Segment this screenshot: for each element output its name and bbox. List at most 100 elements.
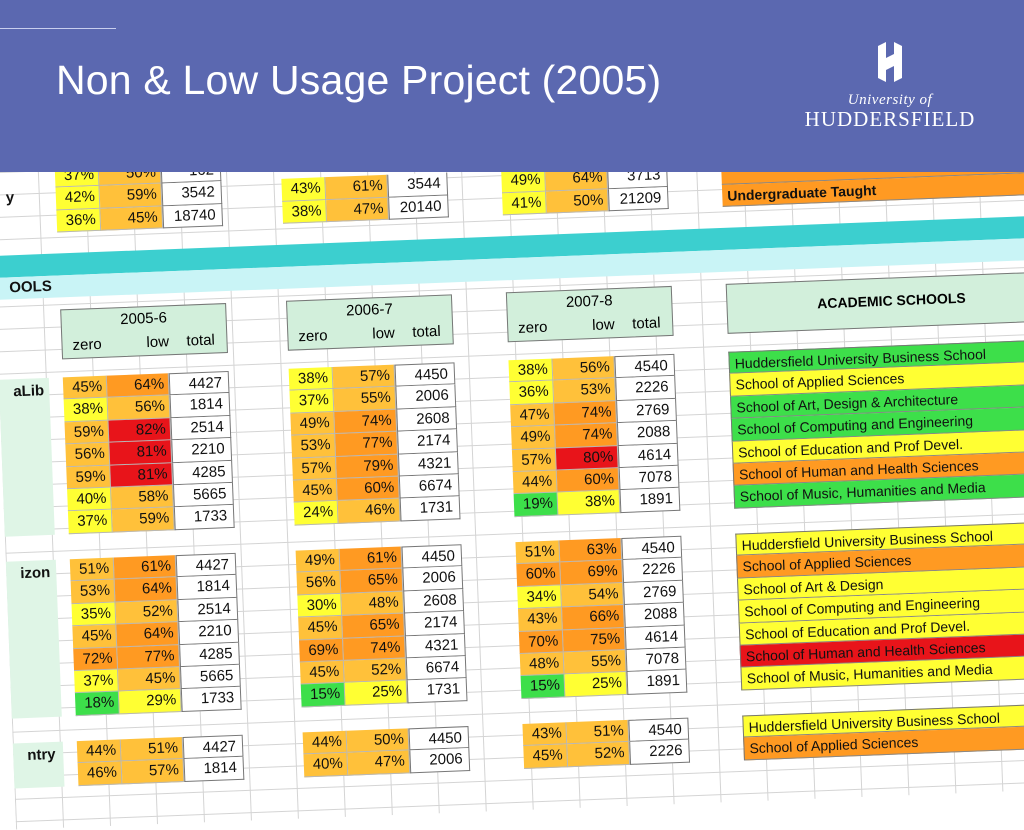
zero-percent-cell: 34% xyxy=(517,585,562,610)
zero-percent-cell: 45% xyxy=(523,744,569,769)
total-cell: 2174 xyxy=(397,429,458,455)
zero-percent-cell: 37% xyxy=(67,509,113,535)
header-rule xyxy=(0,28,116,29)
zero-percent-cell: 43% xyxy=(518,607,563,632)
total-cell: 4285 xyxy=(172,460,233,486)
slide-header: Non & Low Usage Project (2005) Universit… xyxy=(0,0,1024,172)
zero-percent-cell: 44% xyxy=(512,470,558,495)
zero-percent-cell: 53% xyxy=(291,434,337,459)
zero-percent-cell: 45% xyxy=(299,660,345,685)
low-percent-cell: 61% xyxy=(113,555,177,580)
total-cell: 4540 xyxy=(621,535,683,561)
zero-percent-cell: 46% xyxy=(77,761,123,786)
low-percent-cell: 64% xyxy=(116,622,180,648)
total-cell: 1731 xyxy=(406,678,468,704)
low-percent-cell: 61% xyxy=(339,546,403,572)
low-percent-cell: 82% xyxy=(108,418,172,443)
total-cell: 1891 xyxy=(619,488,681,513)
zero-percent-cell: 44% xyxy=(76,739,122,764)
low-col-header: low xyxy=(372,324,396,343)
total-cell: 4614 xyxy=(624,625,686,650)
zero-percent-cell: 30% xyxy=(297,593,343,618)
total-cell: 1731 xyxy=(399,496,461,522)
low-col-header: low xyxy=(591,316,616,335)
total-cell: 4427 xyxy=(182,734,244,760)
total-cell: 2226 xyxy=(622,558,684,583)
total-cell: 1733 xyxy=(180,687,242,712)
low-col-header: low xyxy=(146,333,170,352)
total-cell: 2514 xyxy=(170,415,232,441)
low-percent-cell: 52% xyxy=(343,658,407,684)
low-percent-cell: 47% xyxy=(347,750,411,776)
zero-percent-cell: 44% xyxy=(302,730,348,755)
percent-cell: 61% xyxy=(325,175,389,200)
low-percent-cell: 65% xyxy=(342,613,405,639)
zero-percent-cell: 19% xyxy=(513,492,559,517)
low-percent-cell: 74% xyxy=(554,400,617,426)
section-label: OOLS xyxy=(8,277,53,297)
low-percent-cell: 81% xyxy=(110,462,174,488)
total-cell: 4450 xyxy=(394,362,456,388)
low-percent-cell: 77% xyxy=(117,644,180,670)
total-cell: 7078 xyxy=(625,647,687,673)
low-percent-cell: 52% xyxy=(567,742,631,768)
zero-percent-cell: 48% xyxy=(519,652,565,677)
zero-percent-cell: 18% xyxy=(74,691,120,716)
total-cell: 4427 xyxy=(168,371,230,396)
total-cell: 4321 xyxy=(404,633,466,659)
low-percent-cell: 64% xyxy=(114,577,178,603)
low-percent-cell: 51% xyxy=(566,719,630,745)
zero-percent-cell: 59% xyxy=(64,420,110,445)
zero-percent-cell: 45% xyxy=(62,375,108,400)
zero-percent-cell: 49% xyxy=(511,425,556,450)
zero-col-header: zero xyxy=(517,318,548,337)
row-label: y xyxy=(5,189,15,207)
low-percent-cell: 60% xyxy=(336,476,400,502)
total-cell: 2514 xyxy=(177,597,239,623)
zero-percent-cell: 51% xyxy=(515,540,561,565)
total-cell: 2608 xyxy=(396,407,458,432)
low-percent-cell: 74% xyxy=(343,636,406,661)
zero-percent-cell: 36% xyxy=(509,380,555,406)
year-header-2007-8: 2007-8 zero low total xyxy=(505,285,674,343)
academic-schools-title: ACADEMIC SCHOOLS xyxy=(816,289,966,312)
total-cell: 2210 xyxy=(171,438,233,463)
university-logo: University of HUDDERSFIELD xyxy=(800,38,980,132)
low-percent-cell: 38% xyxy=(557,490,621,516)
total-cell: 4450 xyxy=(401,544,463,569)
low-percent-cell: 65% xyxy=(340,568,404,594)
total-cell: 20140 xyxy=(388,195,449,220)
low-percent-cell: 54% xyxy=(561,582,624,608)
total-cell: 4285 xyxy=(179,642,240,668)
total-col-header: total xyxy=(186,331,216,350)
low-percent-cell: 66% xyxy=(561,605,625,630)
total-cell: 1891 xyxy=(626,670,688,695)
total-cell: 2608 xyxy=(403,588,465,614)
zero-percent-cell: 51% xyxy=(69,557,115,582)
low-percent-cell: 63% xyxy=(559,538,623,563)
low-percent-cell: 56% xyxy=(107,395,171,421)
low-percent-cell: 64% xyxy=(106,373,170,399)
total-cell: 4614 xyxy=(617,443,679,469)
low-percent-cell: 75% xyxy=(562,627,626,653)
total-cell: 1814 xyxy=(183,757,245,782)
total-cell: 2210 xyxy=(178,620,240,645)
low-percent-cell: 51% xyxy=(120,737,184,762)
total-cell: 4540 xyxy=(628,717,690,743)
zero-percent-cell: 15% xyxy=(300,683,346,708)
total-cell: 2769 xyxy=(616,398,677,424)
zero-percent-cell: 49% xyxy=(290,411,336,436)
zero-percent-cell: 60% xyxy=(516,562,562,587)
zero-percent-cell: 49% xyxy=(295,548,341,573)
low-percent-cell: 80% xyxy=(555,445,619,471)
total-cell: 2769 xyxy=(623,580,684,606)
low-percent-cell: 46% xyxy=(337,498,401,524)
total-cell: 2006 xyxy=(402,566,464,592)
total-cell: 5665 xyxy=(179,664,241,690)
low-percent-cell: 58% xyxy=(111,485,174,510)
low-percent-cell: 60% xyxy=(556,468,620,493)
zero-percent-cell: 15% xyxy=(520,674,566,699)
academic-schools-header: ACADEMIC SCHOOLS xyxy=(725,271,1024,334)
total-cell: 2006 xyxy=(409,748,471,774)
year-header-2005-6: 2005-6 zero low total xyxy=(60,303,228,360)
